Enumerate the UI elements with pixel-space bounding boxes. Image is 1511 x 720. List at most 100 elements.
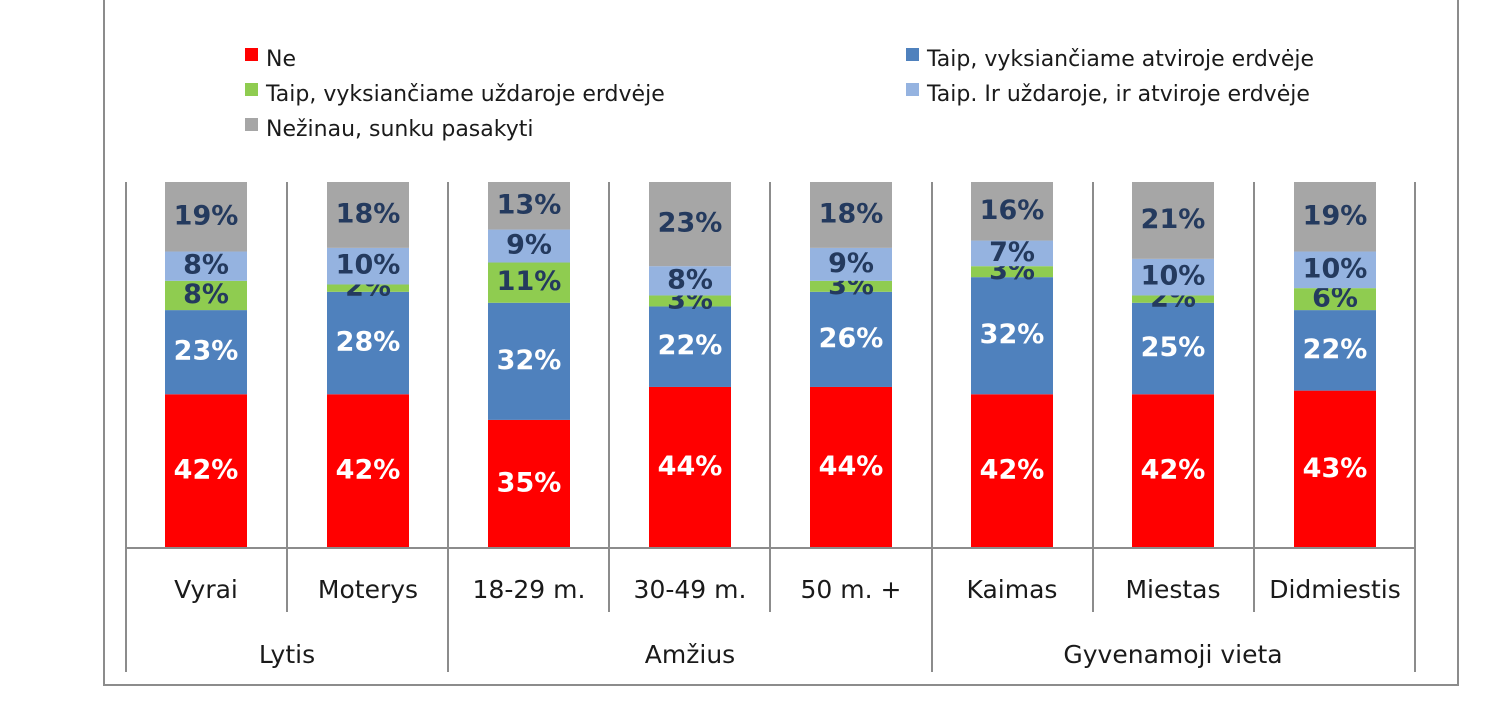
category-label-18-29-m: 18-29 m. — [473, 575, 586, 604]
bar-segment-taip-vyksianciame-atviroje-erdveje — [971, 277, 1053, 395]
category-label-30-49-m: 30-49 m. — [634, 575, 747, 604]
bar-segment-nezinau-sunku-pasakyti — [488, 182, 570, 230]
legend-label: Taip. Ir uždaroje, ir atviroje erdvėje — [926, 82, 1310, 107]
legend-swatch — [245, 118, 258, 131]
data-label: 10% — [336, 250, 401, 281]
bar-segment-taip-vyksianciame-uzdaroje-erdveje — [1132, 295, 1214, 303]
bar-stack-50-m: 44%26%3%9%18% — [810, 182, 892, 548]
bar-segment-nezinau-sunku-pasakyti — [971, 182, 1053, 241]
legend-item-nezinau-sunku-pasakyti: Nežinau, sunku pasakyti — [245, 117, 533, 142]
data-label: 7% — [989, 237, 1035, 268]
data-label: 11% — [497, 266, 562, 297]
bar-stack-30-49-m: 44%22%3%8%23% — [649, 182, 731, 548]
bar-stack-18-29-m: 35% 32% 11% 9% 13% — [488, 182, 570, 548]
bar-segment-nezinau-sunku-pasakyti — [165, 182, 247, 252]
data-label: 42% — [174, 455, 239, 486]
legend-label: Ne — [266, 47, 296, 72]
bar-segment-taip-vyksianciame-uzdaroje-erdveje — [327, 284, 409, 292]
data-label: 16% — [980, 195, 1045, 226]
category-label-miestas: Miestas — [1125, 575, 1220, 604]
data-label: 19% — [174, 200, 239, 231]
data-label: 9% — [506, 230, 552, 261]
bar-stack-vyrai: 42% 23% 8%8% 19% — [165, 182, 247, 548]
group-label-lytis: Lytis — [259, 640, 315, 669]
bar-segment-nezinau-sunku-pasakyti — [649, 182, 731, 267]
bar-segment-ne — [1294, 390, 1376, 548]
data-label: 28% — [336, 327, 401, 358]
bars: 42%23%8%8%19%42%28%2%10%18%35%32%11%9%13… — [165, 182, 1376, 548]
bar-stack-kaimas: 42%32%3%7%16% — [971, 182, 1053, 548]
bar-segment-taip-vyksianciame-atviroje-erdveje — [327, 291, 409, 395]
legend-swatch — [906, 48, 919, 61]
data-label: 44% — [658, 451, 723, 482]
legend-swatch — [906, 83, 919, 96]
data-label: 18% — [336, 198, 401, 229]
legend-label: Taip, vyksiančiame atviroje erdvėje — [926, 47, 1314, 72]
bar-segment-ne — [165, 394, 247, 548]
data-label: 10% — [1303, 253, 1368, 284]
bar-segment-taip-ir-uzdaroje-ir-atviroje-erdveje — [488, 229, 570, 263]
data-label: 32% — [497, 345, 562, 376]
data-label: 8% — [183, 279, 229, 310]
bar-segment-nezinau-sunku-pasakyti — [1294, 182, 1376, 252]
data-label: 23% — [174, 336, 239, 367]
data-label: 44% — [819, 451, 884, 482]
chart-frame — [103, 0, 1459, 686]
data-label: 10% — [1141, 261, 1206, 292]
bar-segment-taip-ir-uzdaroje-ir-atviroje-erdveje — [649, 266, 731, 296]
legend-label: Nežinau, sunku pasakyti — [266, 117, 533, 142]
data-label: 25% — [1141, 332, 1206, 363]
bar-segment-taip-vyksianciame-uzdaroje-erdveje — [1294, 288, 1376, 311]
data-label: 21% — [1141, 204, 1206, 235]
bar-segment-nezinau-sunku-pasakyti — [1132, 182, 1214, 259]
data-label: 13% — [497, 189, 562, 220]
bar-segment-taip-ir-uzdaroje-ir-atviroje-erdveje — [1132, 258, 1214, 296]
bar-segment-taip-vyksianciame-uzdaroje-erdveje — [488, 262, 570, 303]
bar-segment-taip-ir-uzdaroje-ir-atviroje-erdveje — [971, 240, 1053, 267]
bar-segment-taip-vyksianciame-atviroje-erdveje — [165, 310, 247, 395]
category-label-kaimas: Kaimas — [967, 575, 1058, 604]
data-label: 42% — [336, 455, 401, 486]
bar-segment-ne — [971, 394, 1053, 548]
data-label: 22% — [658, 330, 723, 361]
data-label: 35% — [497, 467, 562, 498]
bar-stack-didmiestis: 43%22%6%10%19% — [1294, 182, 1376, 548]
legend: Ne Taip, vyksiančiame atviroje erdvėje Tai… — [245, 47, 1314, 142]
data-label: 9% — [828, 248, 874, 279]
bar-segment-taip-vyksianciame-atviroje-erdveje — [649, 306, 731, 387]
legend-swatch — [245, 48, 258, 61]
data-label: 42% — [1141, 455, 1206, 486]
bar-segment-ne — [810, 386, 892, 548]
legend-swatch — [245, 83, 258, 96]
category-label-didmiestis: Didmiestis — [1269, 575, 1401, 604]
data-label: 18% — [819, 198, 884, 229]
category-label-vyrai: Vyrai — [174, 575, 238, 604]
data-label: 23% — [658, 208, 723, 239]
bar-segment-taip-ir-uzdaroje-ir-atviroje-erdveje — [1294, 251, 1376, 289]
legend-item-taip-vyksianciame-uzdaroje-erdveje: Taip, vyksiančiame uždaroje erdvėje — [245, 82, 665, 107]
bar-segment-ne — [649, 386, 731, 548]
bar-segment-nezinau-sunku-pasakyti — [810, 182, 892, 248]
bar-segment-ne — [327, 394, 409, 548]
data-label: 22% — [1303, 334, 1368, 365]
category-axis: Vyrai Moterys 18-29 m. 30-49 m. 50 m. + Kaima… — [125, 182, 1416, 672]
category-label-moterys: Moterys — [318, 575, 418, 604]
category-label-50-m: 50 m. + — [801, 575, 902, 604]
bar-segment-taip-vyksianciame-atviroje-erdveje — [488, 302, 570, 420]
legend-item-taip-ir-uzdaroje-ir-atviroje-erdveje: Taip. Ir uždaroje, ir atviroje erdvėje — [906, 82, 1310, 107]
data-label: 42% — [980, 455, 1045, 486]
data-label: 32% — [980, 319, 1045, 350]
bar-segment-ne — [488, 419, 570, 548]
group-label-gyvenamoji-vieta: Gyvenamoji vieta — [1063, 640, 1282, 669]
data-label: 19% — [1303, 200, 1368, 231]
data-label: 43% — [1303, 453, 1368, 484]
bar-segment-taip-vyksianciame-uzdaroje-erdveje — [649, 295, 731, 307]
bar-segment-taip-ir-uzdaroje-ir-atviroje-erdveje — [327, 247, 409, 285]
bar-segment-taip-vyksianciame-uzdaroje-erdveje — [810, 280, 892, 292]
data-label: 8% — [183, 250, 229, 281]
legend-item-taip-vyksianciame-atviroje-erdveje: Taip, vyksiančiame atviroje erdvėje — [906, 47, 1314, 72]
data-label: 8% — [667, 264, 713, 295]
bar-segment-taip-ir-uzdaroje-ir-atviroje-erdveje — [810, 247, 892, 281]
bar-stack-miestas: 42%25%2%10%21% — [1132, 182, 1214, 548]
